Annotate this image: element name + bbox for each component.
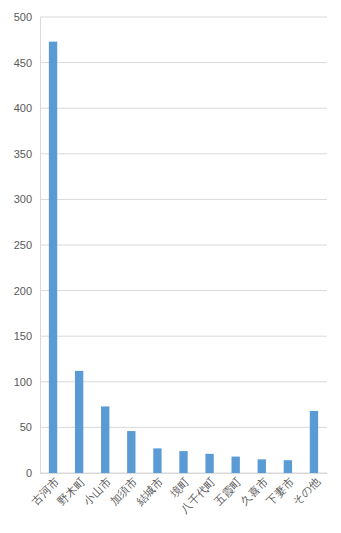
y-tick: 0 xyxy=(26,467,40,479)
y-tick-label: 50 xyxy=(20,421,32,433)
bar xyxy=(232,457,240,473)
x-tick-label: 野木町 xyxy=(55,476,87,508)
x-tick-label: その他 xyxy=(290,476,322,508)
x-tick-label: 八千代町 xyxy=(178,476,218,516)
y-tick: 100 xyxy=(14,376,40,388)
x-tick-label: 小山市 xyxy=(81,476,113,508)
x-tick: 小山市 xyxy=(81,473,113,507)
grid xyxy=(40,17,327,473)
x-tick-label: 五霞町 xyxy=(212,476,244,508)
x-tick: 八千代町 xyxy=(178,473,218,515)
y-tick-label: 300 xyxy=(14,193,32,205)
x-tick-label: 加須市 xyxy=(107,476,139,508)
x-axis-line xyxy=(41,473,328,474)
x-tick: 久喜市 xyxy=(238,473,270,507)
y-tick-label: 250 xyxy=(14,239,32,251)
bar xyxy=(49,42,57,473)
x-tick: 五霞町 xyxy=(212,473,244,507)
grid-line xyxy=(40,62,327,63)
y-tick-label: 200 xyxy=(14,285,32,297)
chart: 0 50 100 150 200 250 300 350 400 450 500 古河市野木町小山市加… xyxy=(0,0,341,533)
x-tick: その他 xyxy=(290,473,322,507)
y-tick: 250 xyxy=(14,239,40,251)
x-tick: 加須市 xyxy=(107,473,139,507)
y-tick: 350 xyxy=(14,148,40,160)
x-tick: 結城市 xyxy=(133,473,166,508)
grid-line xyxy=(40,17,327,18)
y-axis-line xyxy=(40,18,41,474)
bar xyxy=(153,448,161,473)
y-axis: 0 50 100 150 200 250 300 350 400 450 500 xyxy=(14,11,41,479)
grid-line xyxy=(40,336,327,337)
grid-line xyxy=(40,199,327,200)
bars xyxy=(49,42,318,473)
y-tick: 450 xyxy=(14,57,40,69)
y-tick: 50 xyxy=(20,421,40,433)
y-tick-label: 400 xyxy=(14,102,32,114)
y-tick-label: 350 xyxy=(14,148,32,160)
y-tick: 200 xyxy=(14,285,40,297)
y-tick-label: 500 xyxy=(14,11,32,23)
bar xyxy=(205,454,213,473)
bar xyxy=(127,431,135,473)
grid-line xyxy=(40,153,327,154)
y-tick: 400 xyxy=(14,102,40,114)
x-tick-label: 久喜市 xyxy=(238,476,270,508)
y-tick-label: 0 xyxy=(26,467,32,479)
x-tick-label: 古河市 xyxy=(29,476,61,508)
grid-line xyxy=(40,108,327,109)
bar xyxy=(179,451,187,473)
y-tick: 300 xyxy=(14,193,40,205)
y-tick-label: 100 xyxy=(14,376,32,388)
x-tick: 下妻市 xyxy=(264,473,296,507)
y-tick-label: 150 xyxy=(14,330,32,342)
plot: 0 50 100 150 200 250 300 350 400 450 500 古河市野木町小山市加… xyxy=(14,11,328,515)
x-tick-label: 結城市 xyxy=(133,476,166,509)
bar xyxy=(310,411,318,473)
bar xyxy=(75,371,83,473)
bar xyxy=(258,459,266,473)
x-tick-label: 下妻市 xyxy=(264,476,296,508)
grid-line xyxy=(40,245,327,246)
x-tick: 古河市 xyxy=(29,473,61,507)
x-tick: 野木町 xyxy=(55,473,87,507)
bar xyxy=(284,460,292,473)
bar xyxy=(101,406,109,473)
y-tick-label: 450 xyxy=(14,57,32,69)
grid-line xyxy=(40,290,327,291)
y-tick: 150 xyxy=(14,330,40,342)
y-tick: 500 xyxy=(14,11,40,23)
x-axis: 古河市野木町小山市加須市結城市境町八千代町五霞町久喜市下妻市その他 xyxy=(29,473,327,515)
